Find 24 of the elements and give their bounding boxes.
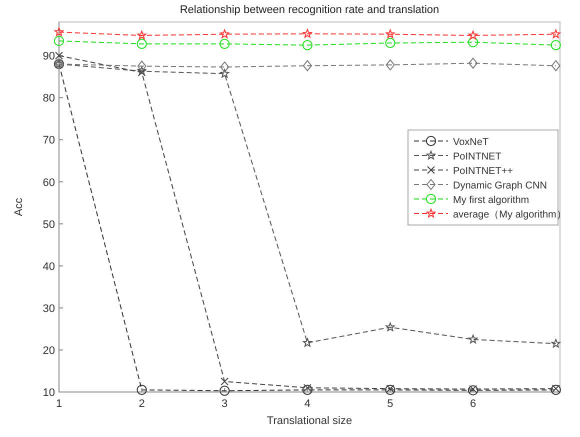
y-tick-label: 40 (42, 260, 55, 273)
y-tick-label: 90 (42, 50, 55, 63)
y-tick-label: 20 (42, 344, 55, 357)
x-tick-label: 4 (304, 398, 310, 410)
legend-label: average（My algorithm） (453, 210, 566, 220)
y-tick-label: 80 (42, 92, 55, 105)
legend-label: PoINTNET (453, 152, 502, 162)
x-axis-title: Translational size (266, 415, 352, 427)
y-axis-title: Acc (13, 197, 25, 216)
y-tick-label: 50 (42, 218, 55, 231)
legend-label: Dynamic Graph CNN (453, 180, 547, 192)
x-tick-label: 5 (387, 398, 394, 410)
chart-title: Relationship between recognition rate and translation (180, 4, 440, 16)
legend-label: PoINTNET++ (453, 166, 514, 177)
legend-label: My first algorithm (453, 195, 530, 206)
y-tick-label: 60 (42, 176, 55, 189)
x-tick-label: 6 (470, 398, 476, 410)
x-tick-label: 1 (56, 398, 62, 410)
legend-label: VoxNeT (453, 137, 489, 148)
y-tick-label: 30 (42, 302, 55, 315)
y-tick-label: 10 (42, 387, 55, 399)
x-tick-label: 2 (138, 398, 145, 410)
x-tick-label: 3 (222, 398, 228, 410)
y-tick-label: 70 (42, 134, 55, 147)
